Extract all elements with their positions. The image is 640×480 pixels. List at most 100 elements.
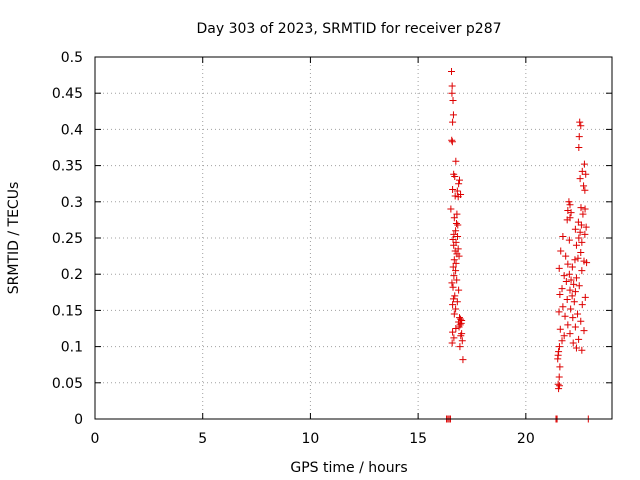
data-point	[582, 170, 590, 178]
data-point	[557, 247, 565, 255]
data-point	[562, 277, 570, 285]
data-point	[558, 285, 566, 293]
data-point	[450, 214, 458, 222]
data-point	[457, 319, 465, 327]
data-point	[455, 323, 463, 331]
data-point	[450, 272, 458, 280]
data-point	[572, 344, 580, 352]
data-point	[575, 234, 583, 242]
data-point	[455, 180, 463, 188]
data-point	[567, 276, 575, 284]
data-point	[575, 335, 583, 343]
data-point	[562, 252, 570, 260]
data-point	[566, 286, 574, 294]
data-point	[448, 136, 456, 144]
data-point	[576, 175, 584, 183]
data-point	[453, 298, 461, 306]
data-point	[454, 193, 462, 201]
data-point	[563, 296, 571, 304]
data-point	[455, 286, 463, 294]
data-point	[575, 282, 583, 290]
data-point	[448, 67, 456, 75]
data-point	[555, 343, 563, 351]
data-point	[568, 263, 576, 271]
data-point	[564, 260, 572, 268]
data-point	[449, 235, 457, 243]
data-point	[450, 241, 458, 249]
data-point	[581, 230, 589, 238]
y-tick-label: 0.05	[52, 376, 83, 392]
data-point	[455, 252, 463, 260]
data-point	[451, 292, 459, 300]
y-tick-label: 0.35	[52, 159, 83, 175]
x-tick-label: 20	[517, 431, 535, 447]
data-point	[555, 264, 563, 272]
data-point	[568, 292, 576, 300]
y-tick-label: 0.5	[61, 50, 83, 66]
data-point	[576, 228, 584, 236]
data-point	[450, 334, 458, 342]
data-point	[452, 227, 460, 235]
y-tick-label: 0.1	[61, 340, 83, 356]
data-point	[583, 259, 591, 267]
data-point	[569, 314, 577, 322]
data-point	[451, 247, 459, 255]
y-tick-label: 0.2	[61, 267, 83, 283]
data-point	[578, 238, 586, 246]
data-point	[458, 337, 466, 345]
grid-lines	[95, 57, 612, 419]
data-point	[555, 382, 563, 390]
data-point	[580, 182, 588, 190]
data-point	[581, 205, 589, 213]
data-point	[453, 210, 461, 218]
data-point	[452, 325, 460, 332]
data-point	[556, 290, 564, 298]
x-tick-label: 0	[91, 431, 100, 447]
y-tick-label: 0.4	[61, 122, 83, 138]
data-point	[578, 267, 586, 275]
data-point	[451, 172, 459, 180]
data-point	[448, 339, 456, 347]
data-point	[579, 210, 587, 218]
x-axis-label: GPS time / hours	[290, 460, 407, 476]
data-point	[574, 254, 582, 262]
y-tick-label: 0.25	[52, 231, 83, 247]
data-point	[447, 205, 455, 213]
data-point	[572, 274, 580, 282]
data-point	[450, 230, 458, 238]
tick-labels: 0 5 10 15 20 0 0.05 0.1 0.15 0.2 0.25 0.3 0.35 0.4 0.4…	[52, 50, 535, 447]
data-point	[556, 363, 564, 371]
data-point	[459, 356, 467, 364]
data-point	[559, 233, 567, 241]
data-point	[449, 263, 457, 271]
data-point	[449, 301, 457, 309]
data-point	[554, 355, 562, 363]
data-point	[581, 186, 589, 194]
data-point	[577, 204, 585, 212]
data-point	[453, 276, 461, 284]
data-point	[454, 221, 462, 229]
data-point	[561, 312, 569, 320]
data-point	[574, 310, 582, 318]
data-point	[575, 133, 583, 141]
data-point	[577, 221, 585, 229]
data-point	[453, 187, 461, 195]
plot-frame	[94, 56, 613, 420]
data-point	[578, 301, 586, 309]
y-axis-label: SRMTID / TECUs	[6, 182, 22, 295]
y-tick-label: 0.15	[52, 303, 83, 319]
data-point	[452, 305, 460, 313]
data-point	[452, 259, 460, 267]
x-tick-label: 15	[409, 431, 427, 447]
data-point	[449, 111, 457, 119]
data-point	[455, 176, 463, 184]
data-point	[571, 225, 579, 233]
data-point	[449, 295, 457, 303]
chart-title: Day 303 of 2023, SRMTID for receiver p28…	[196, 21, 501, 37]
data-point	[448, 89, 456, 97]
data-point	[580, 160, 588, 168]
data-point	[565, 270, 573, 278]
data-point	[449, 185, 457, 193]
data-point	[566, 330, 574, 338]
data-point	[569, 339, 577, 347]
